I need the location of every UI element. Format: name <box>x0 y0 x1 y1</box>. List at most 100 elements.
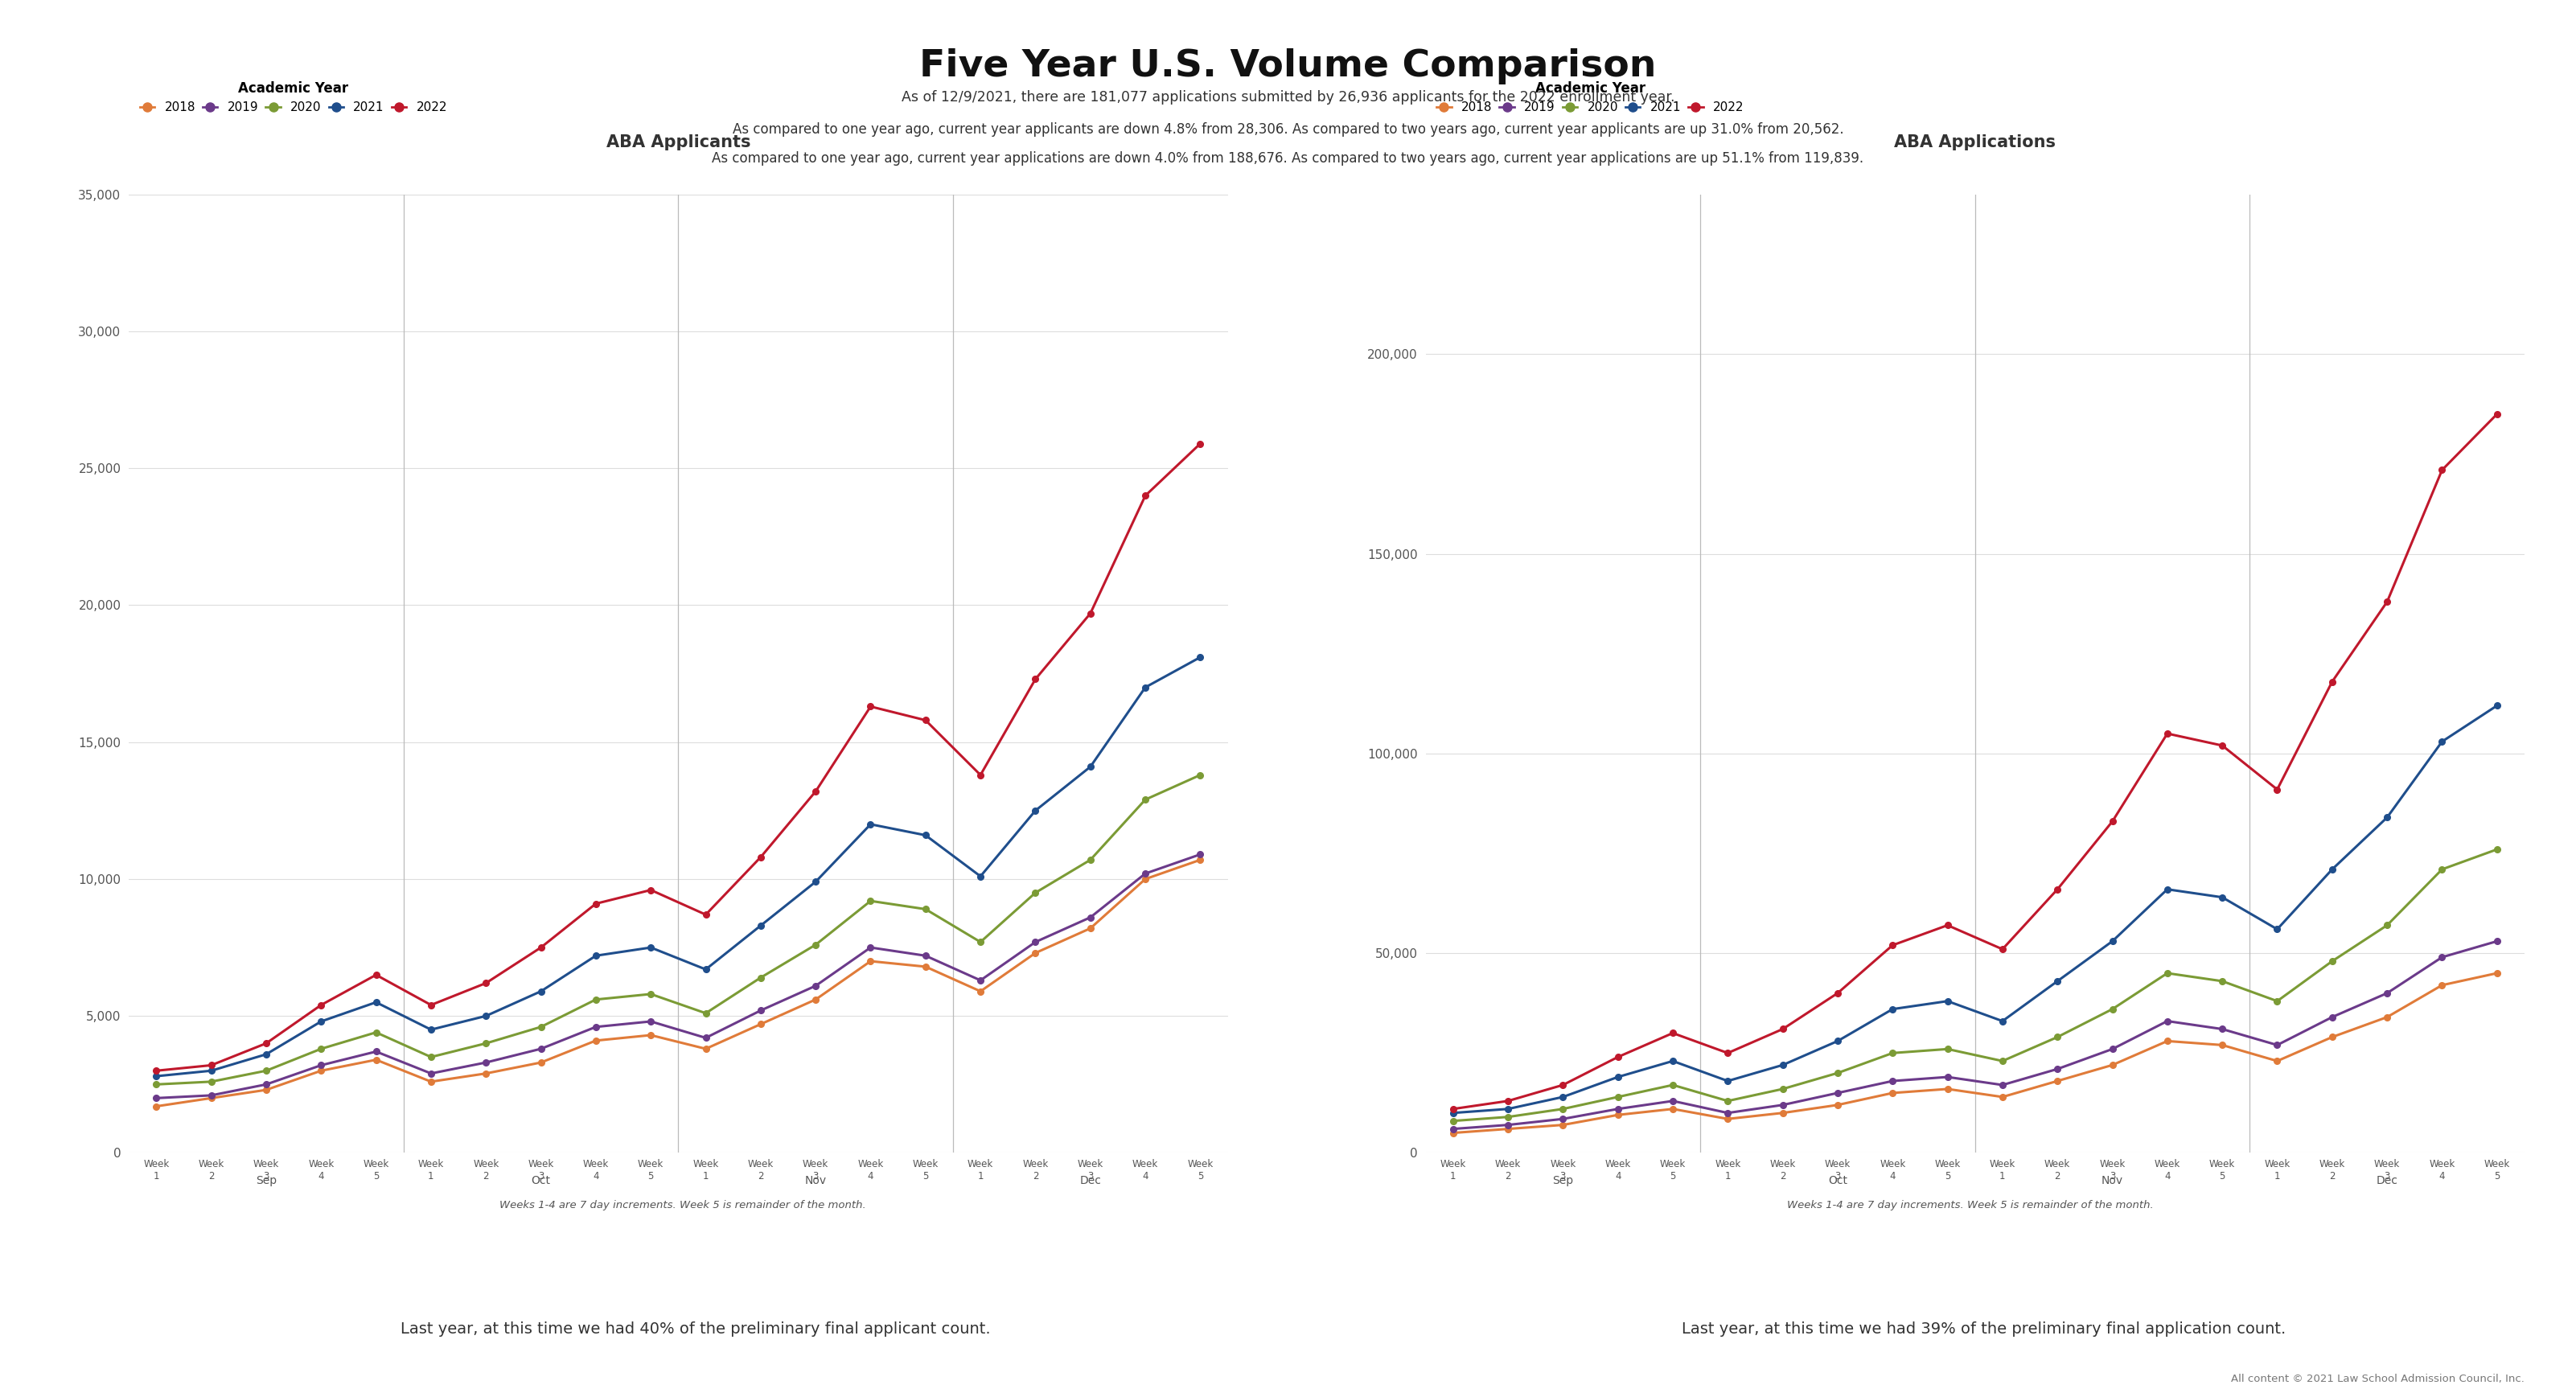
2022 <box>690 906 721 922</box>
2021 <box>1185 649 1216 665</box>
2022 <box>250 1035 281 1051</box>
2019 <box>142 1090 173 1107</box>
2019 <box>2097 1040 2128 1057</box>
2022 <box>580 896 611 913</box>
2022 <box>1548 1076 1579 1093</box>
2019 <box>1437 1121 1468 1138</box>
2022 <box>1656 1025 1687 1042</box>
2020 <box>2316 953 2347 970</box>
2020 <box>2372 917 2403 933</box>
Text: Weeks 1-4 are 7 day increments. Week 5 is remainder of the month.: Weeks 1-4 are 7 day increments. Week 5 i… <box>1788 1200 2154 1211</box>
2019 <box>1821 1085 1852 1101</box>
2020 <box>855 893 886 910</box>
2018 <box>1492 1121 1522 1138</box>
2020 <box>909 901 940 918</box>
2020 <box>636 986 667 1003</box>
2018 <box>636 1026 667 1043</box>
Legend: 2018, 2019, 2020, 2021, 2022: 2018, 2019, 2020, 2021, 2022 <box>1432 76 1749 118</box>
2018 <box>1932 1081 1963 1097</box>
2021 <box>307 1013 337 1029</box>
2021 <box>966 868 997 885</box>
Text: Sep: Sep <box>1553 1175 1574 1186</box>
2022 <box>1821 985 1852 1001</box>
Text: Dec: Dec <box>2375 1175 2398 1186</box>
2019 <box>1185 846 1216 863</box>
2020 <box>1767 1081 1798 1097</box>
Line: 2018: 2018 <box>1450 970 2501 1136</box>
2021 <box>2262 921 2293 938</box>
2021 <box>1713 1072 1744 1089</box>
2020 <box>307 1040 337 1057</box>
2019 <box>1878 1072 1909 1089</box>
2019 <box>909 947 940 964</box>
2019 <box>1656 1093 1687 1110</box>
2021 <box>1986 1013 2017 1029</box>
2020 <box>526 1018 556 1035</box>
2020 <box>1932 1040 1963 1057</box>
2022 <box>1020 671 1051 688</box>
2019 <box>1602 1100 1633 1117</box>
Legend: 2018, 2019, 2020, 2021, 2022: 2018, 2019, 2020, 2021, 2022 <box>134 76 451 118</box>
2020 <box>580 992 611 1008</box>
2020 <box>361 1024 392 1040</box>
2019 <box>250 1076 281 1093</box>
2019 <box>1767 1097 1798 1114</box>
2022 <box>2043 881 2074 897</box>
2022 <box>415 997 446 1014</box>
2021 <box>142 1068 173 1085</box>
Line: 2021: 2021 <box>1450 703 2501 1115</box>
2018 <box>1878 1085 1909 1101</box>
2022 <box>2208 738 2239 754</box>
2021 <box>1492 1100 1522 1117</box>
2018 <box>361 1051 392 1068</box>
2020 <box>1656 1076 1687 1093</box>
2022 <box>744 849 775 865</box>
2021 <box>1821 1033 1852 1050</box>
2018 <box>2372 1008 2403 1025</box>
2019 <box>2151 1013 2182 1029</box>
2018 <box>471 1065 502 1082</box>
2019 <box>196 1088 227 1104</box>
2018 <box>1131 871 1162 888</box>
Text: Five Year U.S. Volume Comparison: Five Year U.S. Volume Comparison <box>920 49 1656 85</box>
Text: Nov: Nov <box>2102 1175 2123 1186</box>
2022 <box>2151 725 2182 742</box>
2018 <box>1602 1107 1633 1124</box>
2018 <box>2097 1057 2128 1074</box>
Text: As compared to one year ago, current year applicants are down 4.8% from 28,306. : As compared to one year ago, current yea… <box>732 122 1844 136</box>
2018 <box>1074 920 1105 936</box>
2022 <box>526 939 556 956</box>
2022 <box>855 699 886 715</box>
2022 <box>1878 936 1909 953</box>
2020 <box>1020 885 1051 901</box>
2022 <box>142 1063 173 1079</box>
2018 <box>1185 851 1216 868</box>
2019 <box>801 978 832 995</box>
Title: ABA Applicants: ABA Applicants <box>605 135 750 151</box>
2019 <box>471 1054 502 1071</box>
2019 <box>2316 1008 2347 1025</box>
2020 <box>415 1049 446 1065</box>
2019 <box>580 1018 611 1035</box>
2021 <box>196 1063 227 1079</box>
2021 <box>2043 972 2074 989</box>
2018 <box>1548 1117 1579 1133</box>
2022 <box>196 1057 227 1074</box>
2021 <box>415 1021 446 1038</box>
2022 <box>1492 1093 1522 1110</box>
Line: 2019: 2019 <box>152 851 1203 1101</box>
2019 <box>2208 1021 2239 1038</box>
2021 <box>1074 758 1105 775</box>
Line: 2020: 2020 <box>1450 846 2501 1124</box>
2018 <box>307 1063 337 1079</box>
2019 <box>1932 1068 1963 1085</box>
Line: 2019: 2019 <box>1450 938 2501 1132</box>
2021 <box>1131 679 1162 696</box>
2018 <box>2151 1033 2182 1050</box>
Text: Nov: Nov <box>804 1175 827 1186</box>
Text: Sep: Sep <box>255 1175 276 1186</box>
2019 <box>526 1040 556 1057</box>
2020 <box>1074 851 1105 868</box>
2021 <box>2208 889 2239 906</box>
2019 <box>307 1057 337 1074</box>
